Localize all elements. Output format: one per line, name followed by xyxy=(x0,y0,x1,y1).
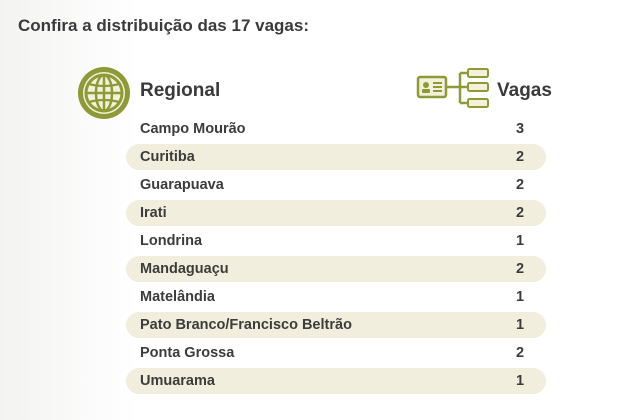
regional-name: Mandaguaçu xyxy=(140,261,229,277)
table-row: Ponta Grossa 2 xyxy=(126,340,546,366)
vagas-count: 2 xyxy=(515,205,525,221)
globe-icon xyxy=(78,67,130,119)
regional-name: Curitiba xyxy=(140,149,195,165)
table-row: Irati 2 xyxy=(126,200,546,226)
vagas-count: 1 xyxy=(515,373,525,389)
column-header-regional: Regional xyxy=(140,80,221,101)
distribution-table: Campo Mourão 3 Curitiba 2 Guarapuava 2 Irat… xyxy=(126,116,546,396)
table-row: Londrina 1 xyxy=(126,228,546,254)
vagas-count: 2 xyxy=(515,345,525,361)
regional-name: Matelândia xyxy=(140,289,215,305)
vagas-count: 1 xyxy=(515,233,525,249)
regional-name: Campo Mourão xyxy=(140,121,246,137)
vagas-count: 1 xyxy=(515,317,525,333)
column-header-vagas: Vagas xyxy=(497,80,552,101)
regional-name: Guarapuava xyxy=(140,177,224,193)
regional-name: Pato Branco/Francisco Beltrão xyxy=(140,317,352,333)
table-row: Guarapuava 2 xyxy=(126,172,546,198)
table-row: Campo Mourão 3 xyxy=(126,116,546,142)
table-row: Mandaguaçu 2 xyxy=(126,256,546,282)
table-row: Matelândia 1 xyxy=(126,284,546,310)
vagas-count: 1 xyxy=(515,289,525,305)
table-row: Curitiba 2 xyxy=(126,144,546,170)
regional-name: Irati xyxy=(140,205,167,221)
table-row: Pato Branco/Francisco Beltrão 1 xyxy=(126,312,546,338)
vagas-count: 2 xyxy=(515,261,525,277)
regional-name: Umuarama xyxy=(140,373,215,389)
vagas-count: 2 xyxy=(515,177,525,193)
id-card-list-icon xyxy=(416,68,489,108)
regional-name: Londrina xyxy=(140,233,203,249)
table-row: Umuarama 1 xyxy=(126,368,546,394)
page-heading: Confira a distribuição das 17 vagas: xyxy=(18,16,309,35)
vagas-count: 2 xyxy=(515,149,525,165)
vagas-count: 3 xyxy=(515,121,525,137)
regional-name: Ponta Grossa xyxy=(140,345,235,361)
